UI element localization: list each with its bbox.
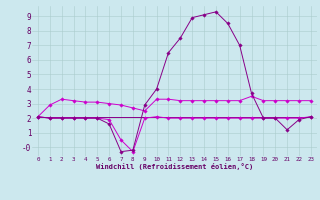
X-axis label: Windchill (Refroidissement éolien,°C): Windchill (Refroidissement éolien,°C) xyxy=(96,163,253,170)
